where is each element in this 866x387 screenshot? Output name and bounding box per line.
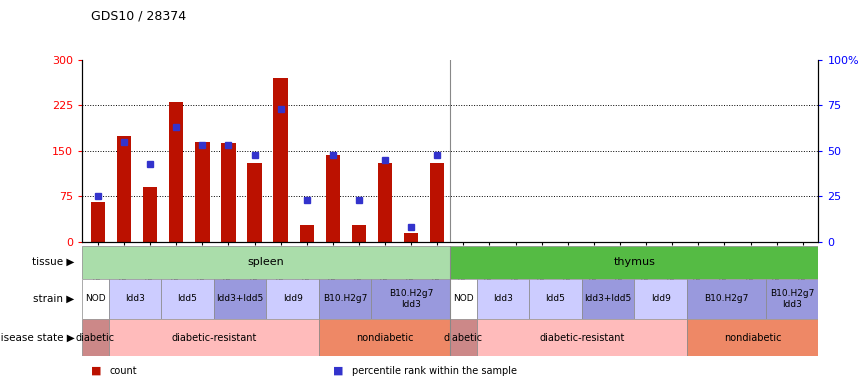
Bar [161, 279, 214, 319]
Bar [82, 319, 108, 356]
Bar [108, 319, 319, 356]
Bar [582, 279, 634, 319]
Bar [248, 163, 262, 242]
Text: Idd3: Idd3 [125, 295, 145, 303]
Bar [404, 233, 418, 242]
Text: B10.H2g7: B10.H2g7 [323, 295, 367, 303]
Text: count: count [110, 366, 138, 376]
Text: spleen: spleen [248, 257, 285, 267]
Text: diabetic: diabetic [444, 333, 483, 342]
Bar [267, 279, 319, 319]
Bar [91, 202, 105, 242]
Text: tissue ▶: tissue ▶ [32, 257, 74, 267]
Bar [214, 279, 267, 319]
Bar [169, 103, 184, 242]
Bar [352, 225, 366, 242]
Bar [476, 279, 529, 319]
Bar [476, 319, 687, 356]
Text: B10.H2g7
Idd3: B10.H2g7 Idd3 [770, 289, 814, 309]
Text: Idd3+Idd5: Idd3+Idd5 [585, 295, 631, 303]
Bar [430, 163, 444, 242]
Bar [450, 279, 476, 319]
Text: diabetic-resistant: diabetic-resistant [171, 333, 256, 342]
Bar [300, 225, 314, 242]
Text: Idd9: Idd9 [282, 295, 302, 303]
Bar [450, 246, 818, 279]
Text: diabetic-resistant: diabetic-resistant [539, 333, 624, 342]
Bar [634, 279, 687, 319]
Text: nondiabetic: nondiabetic [724, 333, 781, 342]
Text: B10.H2g7: B10.H2g7 [704, 295, 748, 303]
Text: Idd5: Idd5 [546, 295, 565, 303]
Text: GDS10 / 28374: GDS10 / 28374 [91, 10, 186, 23]
Text: Idd9: Idd9 [650, 295, 670, 303]
Text: Idd3+Idd5: Idd3+Idd5 [216, 295, 263, 303]
Text: strain ▶: strain ▶ [33, 294, 74, 304]
Text: B10.H2g7
Idd3: B10.H2g7 Idd3 [389, 289, 433, 309]
Text: NOD: NOD [85, 295, 106, 303]
Bar [319, 319, 450, 356]
Bar [82, 279, 108, 319]
Text: NOD: NOD [453, 295, 474, 303]
Text: percentile rank within the sample: percentile rank within the sample [352, 366, 518, 376]
Text: nondiabetic: nondiabetic [356, 333, 413, 342]
Text: thymus: thymus [613, 257, 656, 267]
Text: diabetic: diabetic [76, 333, 115, 342]
Bar [687, 319, 818, 356]
Text: Idd5: Idd5 [178, 295, 197, 303]
Bar [222, 143, 236, 242]
Bar [108, 279, 161, 319]
Bar [326, 155, 340, 242]
Bar [378, 163, 392, 242]
Bar [82, 246, 450, 279]
Text: Idd3: Idd3 [493, 295, 513, 303]
Text: ■: ■ [91, 366, 101, 376]
Bar [319, 279, 372, 319]
Bar [529, 279, 582, 319]
Bar [143, 187, 158, 242]
Bar [117, 136, 132, 242]
Text: ■: ■ [333, 366, 344, 376]
Bar [195, 142, 210, 242]
Bar [372, 279, 450, 319]
Text: disease state ▶: disease state ▶ [0, 333, 74, 342]
Bar [766, 279, 818, 319]
Bar [450, 319, 476, 356]
Bar [687, 279, 766, 319]
Bar [274, 78, 288, 242]
